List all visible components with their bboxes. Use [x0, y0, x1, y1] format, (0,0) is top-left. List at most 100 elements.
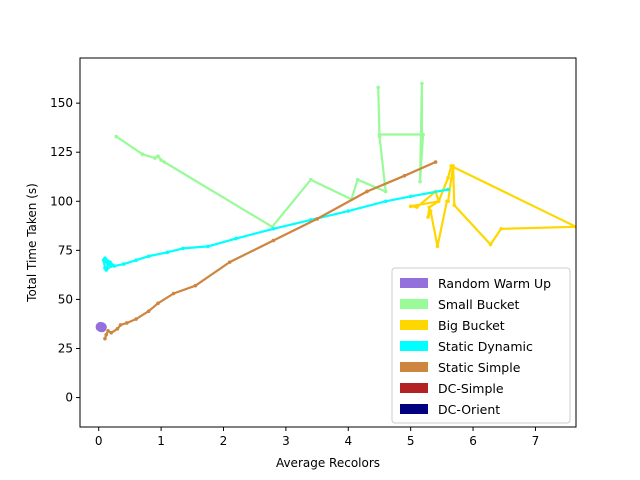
y-tick-label-0: 0 [65, 391, 73, 405]
legend-label-6: DC-Orient [438, 402, 500, 417]
legend-box [391, 267, 571, 424]
point-3-17 [346, 209, 351, 213]
x-tick-label-0: 0 [95, 434, 103, 448]
y-tick-label-2: 50 [58, 292, 73, 306]
legend-swatch-4 [400, 362, 428, 372]
legend-swatch-1 [400, 299, 428, 309]
legend-swatch-3 [400, 341, 428, 351]
point-1-5 [162, 160, 167, 164]
series-3 [101, 187, 450, 272]
point-4-9 [156, 301, 160, 306]
point-3-18 [383, 199, 388, 204]
point-4-16 [402, 173, 407, 178]
point-2-11 [408, 204, 413, 208]
point-1-2 [153, 156, 157, 160]
series-1 [114, 81, 425, 229]
legend-label-5: DC-Simple [438, 381, 504, 396]
x-axis-label: Average Recolors [276, 456, 380, 470]
point-2-10 [415, 205, 419, 209]
point-1-7 [309, 177, 313, 182]
x-tick-label-7: 7 [532, 434, 540, 448]
plot-area [95, 81, 576, 341]
point-3-10 [146, 254, 151, 259]
point-1-15 [420, 81, 424, 86]
point-3-8 [121, 262, 126, 266]
point-3-6 [108, 260, 112, 264]
point-4-4 [115, 327, 120, 331]
point-2-6 [449, 164, 454, 168]
point-1-9 [355, 177, 360, 182]
point-3-13 [206, 244, 210, 249]
series-0 [95, 321, 107, 333]
point-2-13 [427, 205, 432, 209]
point-4-14 [315, 217, 319, 221]
point-1-0 [114, 134, 118, 139]
legend: Random Warm Up Small Bucket Big Bucket Stat… [391, 267, 571, 424]
point-1-16 [418, 179, 422, 184]
point-3-9 [134, 258, 138, 262]
y-tick-label-3: 75 [58, 243, 73, 257]
point-3-12 [181, 246, 185, 251]
point-1-12 [376, 85, 381, 90]
point-4-12 [227, 260, 232, 264]
point-2-16 [435, 244, 440, 249]
y-axis-label: Total Time Taken (s) [25, 183, 39, 303]
legend-label-4: Static Simple [438, 360, 521, 375]
point-3-4 [109, 264, 113, 268]
point-2-3 [488, 242, 493, 247]
point-4-13 [271, 238, 276, 243]
x-tick-label-5: 5 [407, 434, 415, 448]
point-4-5 [118, 323, 123, 327]
point-4-15 [365, 189, 369, 194]
y-tick-label-6: 150 [50, 96, 73, 110]
point-4-1 [104, 332, 109, 337]
series-line-2 [409, 164, 576, 248]
x-tick-label-4: 4 [344, 434, 352, 448]
point-2-17 [445, 199, 449, 204]
y-tick-label-4: 100 [50, 194, 73, 208]
point-3-14 [234, 236, 238, 241]
x-tick-label-1: 1 [157, 434, 165, 448]
series-2 [408, 164, 576, 249]
point-4-6 [124, 321, 129, 325]
x-tick-label-6: 6 [469, 434, 477, 448]
axis-ticks: 0 1 2 3 4 5 6 7 0 25 50 75 100 125 150 [50, 96, 539, 448]
point-3-7 [112, 264, 117, 268]
point-1-13 [377, 132, 382, 137]
point-2-4 [499, 226, 503, 231]
point-3-3 [104, 268, 109, 272]
legend-label-1: Small Bucket [438, 297, 520, 312]
point-2-12 [436, 199, 441, 204]
legend-swatch-5 [400, 383, 428, 393]
point-4-3 [109, 330, 113, 335]
point-2-14 [426, 215, 430, 219]
point-3-20 [446, 187, 450, 192]
y-tick-label-1: 25 [58, 341, 73, 355]
point-2-2 [452, 203, 457, 208]
point-4-17 [433, 160, 438, 164]
point-1-10 [383, 189, 388, 194]
point-2-15 [428, 209, 433, 213]
point-3-15 [271, 226, 276, 231]
point-1-4 [159, 158, 163, 162]
point-4-11 [193, 283, 198, 288]
y-tick-label-5: 125 [50, 145, 73, 159]
point-4-2 [106, 329, 110, 333]
point-4-10 [171, 291, 176, 296]
point-1-3 [156, 154, 160, 158]
point-4-8 [146, 309, 151, 313]
x-tick-label-3: 3 [282, 434, 290, 448]
point-3-19 [408, 194, 413, 199]
x-tick-label-2: 2 [220, 434, 228, 448]
series-4 [103, 160, 438, 341]
legend-swatch-2 [400, 320, 428, 330]
legend-swatch-6 [400, 404, 428, 414]
point-4-0 [103, 336, 107, 341]
legend-label-2: Big Bucket [438, 318, 505, 333]
series-line-1 [115, 82, 425, 228]
axes-frame [79, 57, 577, 428]
legend-label-3: Static Dynamic [438, 339, 533, 354]
point-3-5 [103, 256, 107, 261]
point-0-1 [96, 322, 107, 333]
